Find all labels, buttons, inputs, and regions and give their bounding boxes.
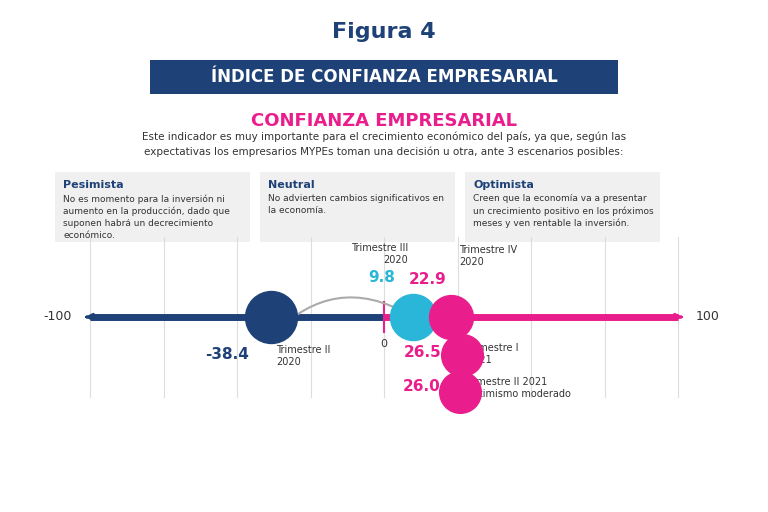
Text: Optimista: Optimista [473, 180, 534, 190]
Text: 0: 0 [380, 339, 388, 349]
Text: Trimestre III
2020: Trimestre III 2020 [350, 243, 408, 265]
Text: Pesimista: Pesimista [63, 180, 124, 190]
Text: 26.0: 26.0 [402, 379, 440, 394]
Text: Este indicador es muy importante para el crecimiento económico del país, ya que,: Este indicador es muy importante para el… [142, 132, 626, 157]
Text: CONFIANZA EMPRESARIAL: CONFIANZA EMPRESARIAL [251, 112, 517, 130]
Text: Figura 4: Figura 4 [333, 22, 435, 42]
Text: Trimestre I
2021: Trimestre I 2021 [467, 343, 518, 365]
Point [265, 313, 277, 321]
Text: Neutral: Neutral [268, 180, 315, 190]
Text: Trimestre II
2020: Trimestre II 2020 [276, 345, 330, 367]
Text: 9.8: 9.8 [368, 270, 395, 285]
FancyBboxPatch shape [150, 60, 618, 94]
FancyBboxPatch shape [260, 172, 455, 242]
Point [407, 313, 419, 321]
Text: No es momento para la inversión ni
aumento en la producción, dado que
suponen ha: No es momento para la inversión ni aumen… [63, 194, 230, 240]
Text: 100: 100 [696, 310, 720, 324]
FancyBboxPatch shape [465, 172, 660, 242]
Point [455, 351, 468, 359]
Text: Creen que la economía va a presentar
un crecimiento positivo en los próximos
mes: Creen que la economía va a presentar un … [473, 194, 654, 228]
Text: 26.5: 26.5 [404, 345, 442, 360]
Text: Trimestre IV
2020: Trimestre IV 2020 [459, 245, 518, 267]
Text: -38.4: -38.4 [205, 347, 249, 362]
Text: -100: -100 [44, 310, 72, 324]
Point [445, 313, 458, 321]
Text: Trimestre II 2021
Optimismo moderado: Trimestre II 2021 Optimismo moderado [465, 377, 571, 399]
Text: 22.9: 22.9 [409, 272, 446, 287]
FancyBboxPatch shape [55, 172, 250, 242]
Text: No advierten cambios significativos en
la economía.: No advierten cambios significativos en l… [268, 194, 444, 215]
Text: ÍNDICE DE CONFIANZA EMPRESARIAL: ÍNDICE DE CONFIANZA EMPRESARIAL [210, 68, 558, 86]
Point [455, 388, 467, 396]
